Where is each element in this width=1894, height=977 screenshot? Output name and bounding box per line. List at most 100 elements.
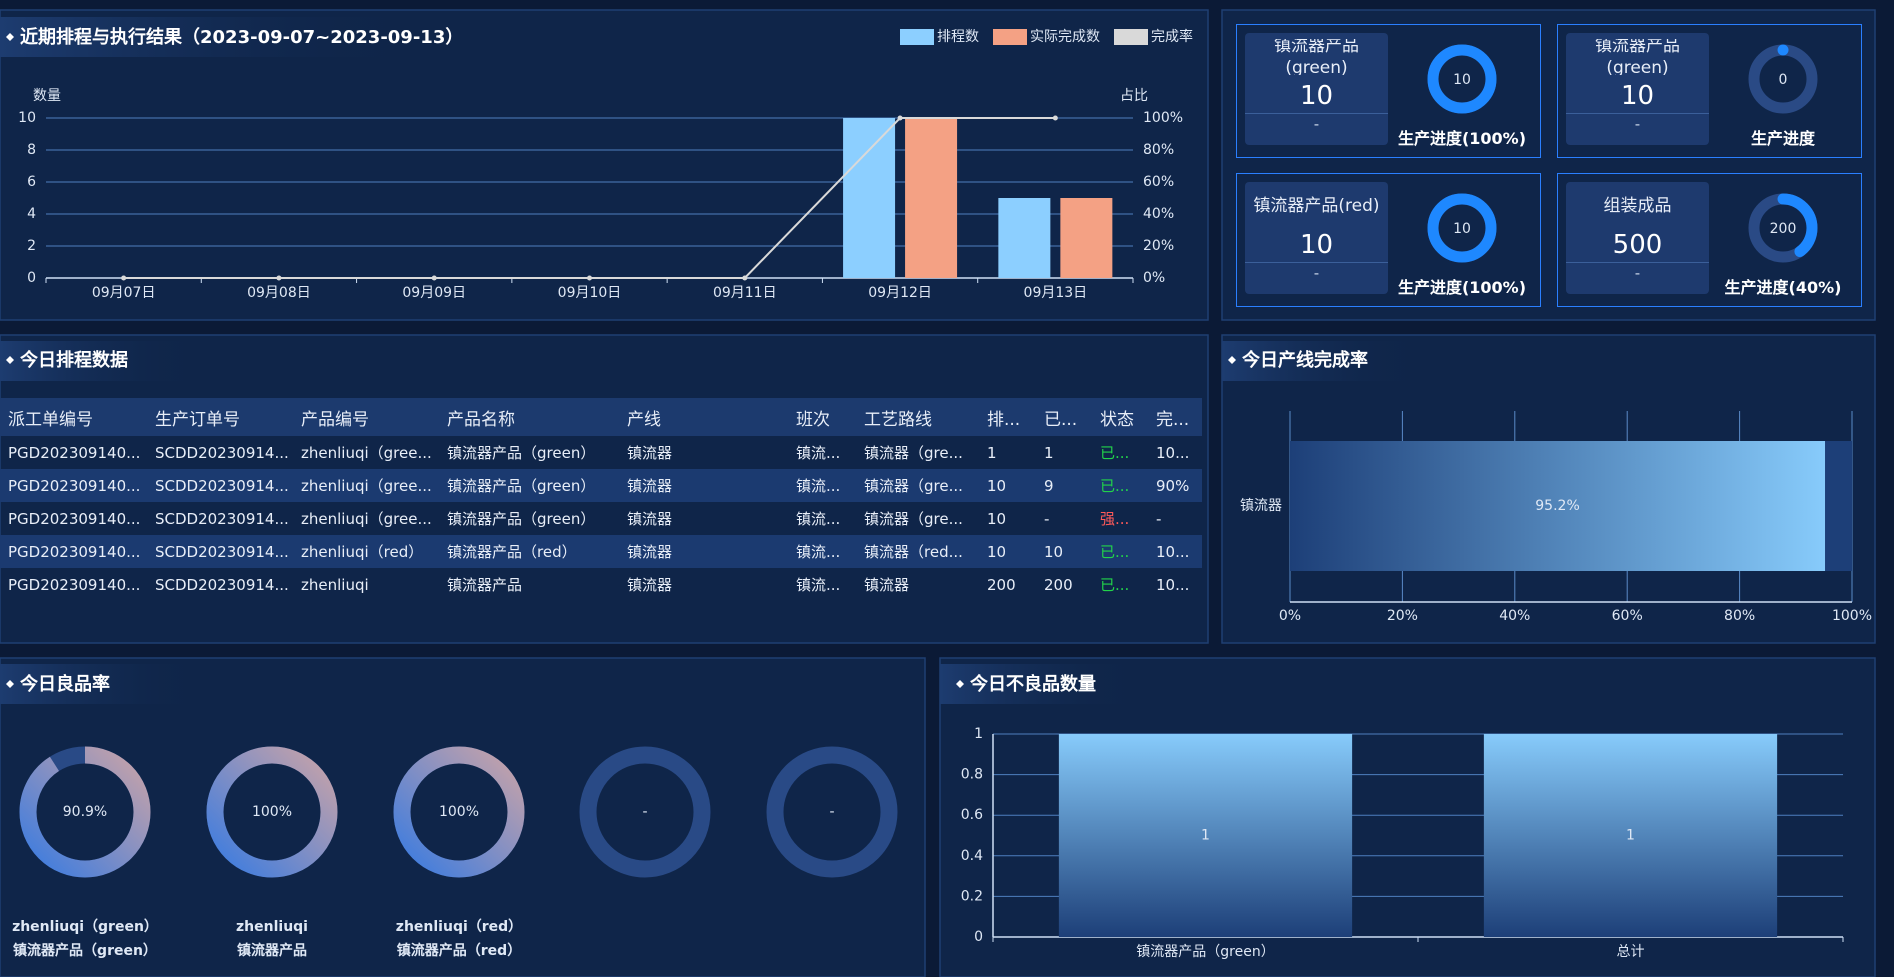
- category-label: zhenliuqi: [236, 919, 308, 935]
- donut-track: [579, 746, 711, 878]
- y-tick-label: 0.6: [961, 807, 983, 823]
- table-cell: -: [1044, 509, 1050, 528]
- x-tick-label: 镇流器产品（green）: [1136, 944, 1274, 960]
- y-tick-label: 1: [974, 726, 983, 742]
- card-caption: 生产进度(40%): [1724, 278, 1842, 297]
- column-header: 工艺路线: [864, 409, 932, 430]
- card-name: 镇流器产品(green): [1595, 39, 1680, 75]
- table-cell: 90%: [1156, 476, 1190, 495]
- column-header: 产品编号: [301, 409, 369, 430]
- table-cell: zhenliuqi: [301, 575, 369, 594]
- table-cell: 1: [987, 443, 997, 462]
- x-tick-label: 60%: [1612, 608, 1643, 624]
- card-plan: 10: [1566, 81, 1709, 114]
- donut-arc: [206, 746, 338, 878]
- y2-tick-label: 0%: [1143, 270, 1165, 286]
- progress-card: 镇流器产品(green) 10- 生产进度(100%) 10: [1236, 24, 1541, 158]
- x-tick-label: 0%: [1279, 608, 1301, 624]
- ring-arc: [1427, 44, 1497, 114]
- panel-header: [0, 341, 200, 381]
- table-cell: 镇流器产品（green）: [447, 510, 596, 528]
- table-cell: SCDD20230914...: [155, 575, 289, 594]
- category-sublabel: 镇流器产品: [237, 942, 307, 959]
- table-cell: zhenliuqi（gree...: [301, 444, 432, 462]
- table-cell: PGD202309140...: [8, 509, 141, 528]
- x-tick-label: 09月08日: [247, 285, 311, 301]
- table-cell: 镇流器（red...: [864, 543, 963, 561]
- bar: [1058, 734, 1353, 937]
- table-cell: -: [1156, 509, 1162, 528]
- legend-label: 实际完成数: [1030, 29, 1100, 45]
- chart-title: 近期排程与执行结果（2023-09-07~2023-09-13）: [20, 26, 463, 48]
- table-cell: 200: [1044, 575, 1073, 594]
- ring-arc: [1427, 193, 1497, 263]
- donut-label: 90.9%: [63, 804, 107, 820]
- donut-label: -: [642, 804, 647, 820]
- table-cell: 镇流...: [796, 444, 841, 462]
- bar: [843, 118, 896, 278]
- y2-tick-label: 40%: [1143, 206, 1174, 222]
- card-caption: 生产进度(100%): [1397, 129, 1527, 148]
- y2-tick-label: 100%: [1143, 110, 1183, 126]
- table-cell: 已...: [1100, 576, 1130, 594]
- table-cell: 10: [987, 509, 1007, 528]
- column-header: 产线: [627, 409, 661, 430]
- x-tick-label: 09月10日: [558, 285, 622, 301]
- table-cell: 9: [1044, 476, 1054, 495]
- x-tick-label: 20%: [1387, 608, 1418, 624]
- chart-title: 今日不良品数量: [970, 673, 1096, 695]
- progress-ring: 0: [1748, 44, 1818, 114]
- legend-swatch: [993, 29, 1027, 45]
- category-sublabel: 镇流器产品（red）: [397, 942, 521, 959]
- bar: [1290, 441, 1826, 571]
- x-tick-label: 40%: [1499, 608, 1530, 624]
- card-caption: 生产进度: [1750, 129, 1815, 148]
- y-tick-label: 镇流器: [1240, 498, 1282, 514]
- bar: [998, 198, 1051, 278]
- table-cell: 镇流器: [627, 510, 673, 528]
- ring-value: 200: [1770, 221, 1797, 237]
- panel-header: [0, 17, 420, 57]
- card-name: 镇流器产品(red): [1253, 196, 1380, 216]
- table-cell: 10: [987, 542, 1007, 561]
- card-plan: 10: [1245, 81, 1388, 114]
- x-tick-label: 100%: [1832, 608, 1872, 624]
- y-axis-label: 数量: [33, 88, 61, 104]
- chart-title: 今日产线完成率: [1242, 349, 1368, 371]
- table-title: 今日排程数据: [20, 349, 128, 371]
- column-header: 状态: [1100, 409, 1134, 430]
- table-cell: 镇流器（gre...: [864, 477, 963, 495]
- table-cell: 已...: [1100, 543, 1130, 561]
- data-label: 1: [1201, 828, 1210, 844]
- table-cell: 10: [987, 476, 1007, 495]
- column-header: 产品名称: [447, 409, 515, 430]
- table-cell: 镇流器产品（red）: [447, 543, 577, 561]
- progress-ring: 10: [1427, 193, 1497, 263]
- table-cell: zhenliuqi（gree...: [301, 510, 432, 528]
- legend-label: 排程数: [937, 29, 979, 45]
- table-cell: 10...: [1156, 443, 1190, 462]
- column-header: 生产订单号: [155, 409, 240, 430]
- table-row: PGD202309140... SCDD20230914... zhenliuqi 镇…: [0, 568, 1202, 601]
- schedule-table: 派工单编号 生产订单号 产品编号 产品名称 产线 班次 工艺路线 排... 已... 状态 完...…: [0, 398, 1202, 601]
- ring-arc: [1748, 44, 1818, 114]
- line-point: [121, 275, 127, 281]
- panel-header: [1222, 341, 1422, 381]
- card-tile: 镇流器产品(green) 10-: [1245, 33, 1388, 145]
- y2-tick-label: 80%: [1143, 142, 1174, 158]
- card-sub: -: [1313, 264, 1320, 282]
- donut-label: 100%: [252, 804, 292, 820]
- bar: [1483, 734, 1778, 937]
- y-tick-label: 4: [27, 206, 36, 222]
- table-cell: SCDD20230914...: [155, 476, 289, 495]
- data-label: 1: [1626, 828, 1635, 844]
- table-cell: 镇流器产品（green）: [447, 444, 596, 462]
- card-sub: -: [1634, 264, 1641, 282]
- category-sublabel: 镇流器产品（green）: [13, 942, 157, 959]
- table-cell: 镇流...: [796, 477, 841, 495]
- legend-swatch: [1114, 29, 1148, 45]
- column-header: 排...: [987, 409, 1021, 430]
- table-cell: 镇流器（gre...: [864, 510, 963, 528]
- category-label: zhenliuqi（green）: [12, 919, 158, 935]
